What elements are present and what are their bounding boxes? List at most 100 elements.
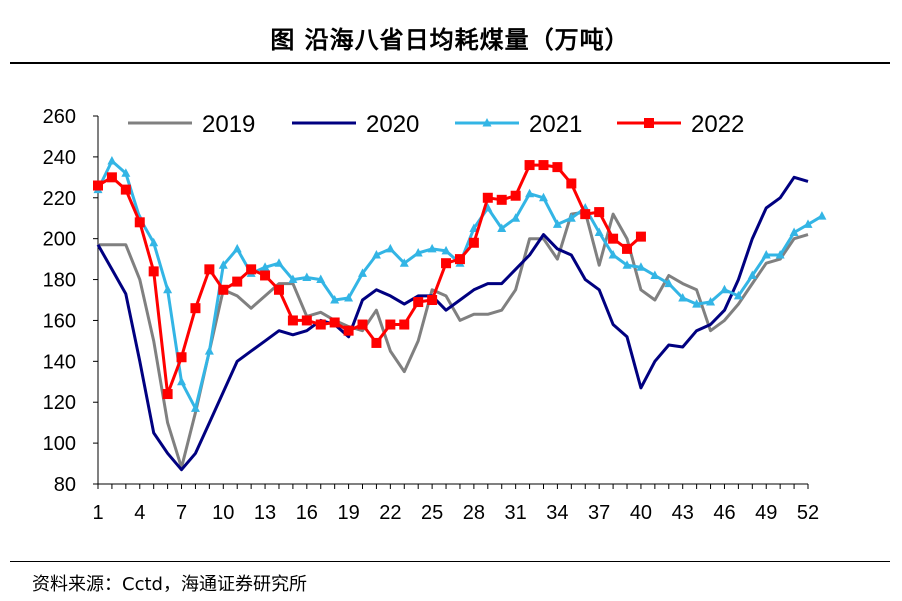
data-point-2021 [622, 260, 632, 269]
data-point-2021 [218, 260, 228, 269]
y-tick-label: 120 [43, 392, 76, 414]
data-point-2022 [134, 217, 145, 228]
x-tick-label: 22 [379, 502, 401, 524]
data-point-2022 [566, 178, 577, 189]
legend-label-2019: 2019 [202, 111, 255, 138]
title-bar: 图 沿海八省日均耗煤量（万吨） [10, 6, 890, 64]
x-tick-label: 46 [713, 502, 735, 524]
data-point-2021 [692, 299, 702, 308]
data-point-2021 [650, 270, 660, 279]
data-point-2022 [246, 264, 257, 275]
series-line-2022 [97, 163, 642, 396]
data-point-2021 [358, 268, 368, 277]
data-point-2022 [301, 315, 312, 326]
data-point-2021 [525, 188, 535, 198]
data-point-2021 [260, 262, 270, 271]
data-point-2022 [468, 237, 479, 248]
x-tick-label: 34 [546, 502, 568, 524]
data-point-2021 [747, 270, 757, 279]
y-tick-label: 240 [43, 147, 76, 169]
data-point-2021 [469, 223, 479, 232]
series-line-2020 [96, 175, 809, 472]
data-point-2022 [538, 160, 549, 171]
data-point-2021 [511, 213, 521, 222]
y-tick-label: 160 [43, 310, 76, 332]
data-point-2021 [344, 292, 354, 302]
data-point-2021 [719, 284, 729, 294]
y-tick-label: 220 [43, 188, 76, 210]
data-point-2022 [385, 319, 396, 330]
data-point-2021 [371, 250, 381, 259]
data-point-2022 [148, 266, 159, 277]
legend-label-2020: 2020 [366, 111, 419, 138]
series-line-2019 [98, 210, 809, 470]
data-point-2021 [678, 292, 688, 302]
data-point-2021 [302, 272, 312, 282]
data-point-2022 [427, 295, 438, 305]
data-point-2021 [149, 237, 159, 247]
data-point-2021 [497, 223, 507, 232]
data-point-2022 [594, 207, 605, 218]
data-point-2021 [538, 192, 548, 202]
x-tick-label: 31 [505, 502, 527, 524]
data-point-2022 [329, 317, 340, 328]
data-point-2022 [580, 209, 591, 220]
data-point-2022 [315, 319, 326, 330]
data-point-2022 [622, 243, 633, 254]
data-point-2021 [413, 247, 423, 257]
data-point-2022 [190, 303, 201, 314]
data-point-2021 [441, 245, 451, 255]
x-tick-label: 40 [630, 502, 652, 524]
data-point-2022 [524, 160, 535, 171]
data-point-2022 [371, 337, 382, 348]
x-tick-label: 1 [92, 502, 103, 524]
data-point-2021 [163, 284, 173, 294]
data-point-2021 [330, 295, 340, 304]
data-point-2021 [761, 250, 771, 259]
legend-label-2022: 2022 [691, 111, 744, 138]
data-point-2021 [385, 243, 395, 253]
x-tick-label: 52 [797, 502, 819, 524]
legend-label-2021: 2021 [529, 111, 582, 138]
data-point-2021 [803, 219, 813, 228]
legend-marker-2022 [644, 118, 654, 128]
data-point-2022 [218, 284, 229, 295]
data-point-2021 [608, 250, 618, 259]
data-point-2021 [399, 258, 409, 267]
y-tick-label: 80 [54, 474, 76, 496]
data-point-2022 [399, 319, 410, 330]
data-point-2021 [566, 213, 576, 222]
data-point-2022 [552, 162, 563, 173]
data-point-2022 [635, 231, 646, 242]
data-point-2022 [343, 325, 354, 336]
data-point-2021 [427, 243, 437, 253]
y-tick-label: 140 [43, 351, 76, 373]
data-point-2021 [121, 168, 131, 177]
data-point-2021 [789, 227, 799, 237]
data-point-2021 [316, 274, 326, 284]
data-point-2022 [120, 184, 131, 195]
data-point-2021 [177, 376, 187, 386]
x-tick-label: 28 [463, 502, 485, 524]
x-tick-label: 7 [176, 502, 187, 524]
data-point-2021 [552, 219, 562, 228]
data-point-2021 [232, 243, 242, 253]
data-point-2022 [232, 276, 243, 287]
data-point-2021 [664, 278, 674, 288]
data-point-2021 [274, 258, 284, 267]
data-point-2021 [594, 227, 604, 237]
x-tick-label: 16 [296, 502, 318, 524]
data-point-2021 [107, 155, 117, 165]
data-point-2022 [273, 284, 284, 295]
data-point-2022 [287, 315, 298, 326]
legend-marker-2021 [482, 118, 492, 127]
data-point-2021 [706, 297, 716, 306]
x-tick-label: 37 [588, 502, 610, 524]
data-point-2021 [817, 211, 827, 220]
data-point-2022 [106, 172, 117, 183]
y-tick-label: 260 [43, 106, 76, 128]
y-tick-label: 180 [43, 270, 76, 292]
data-point-2022 [510, 190, 521, 201]
data-point-2022 [496, 194, 507, 205]
x-tick-label: 4 [134, 502, 145, 524]
